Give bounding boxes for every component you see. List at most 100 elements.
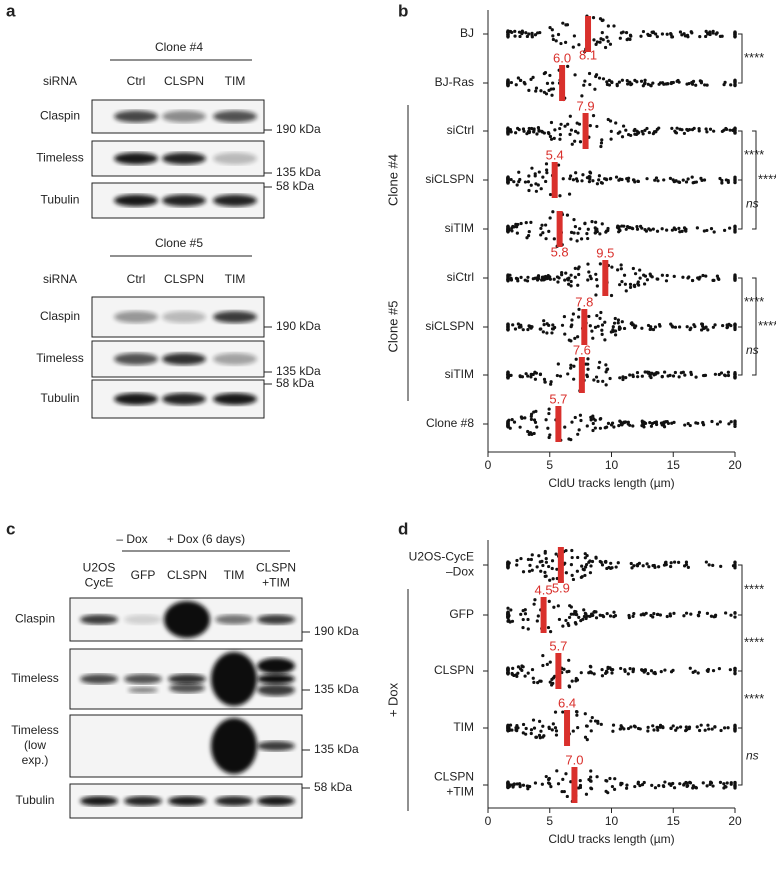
dot — [665, 228, 669, 232]
marker-label: 190 kDa — [314, 624, 359, 638]
dot — [733, 322, 737, 327]
dot — [570, 573, 574, 577]
dot — [623, 669, 627, 673]
dot — [536, 183, 540, 187]
dot — [550, 28, 554, 32]
dot — [519, 275, 523, 279]
dot — [721, 323, 725, 328]
sig-label: **** — [744, 294, 764, 309]
dot — [549, 630, 553, 634]
dot — [556, 163, 561, 167]
dot — [572, 218, 576, 222]
band — [80, 796, 118, 806]
median-bar — [602, 260, 609, 296]
dot — [673, 179, 678, 183]
dot — [726, 370, 730, 374]
dot — [630, 566, 634, 570]
sig-label: **** — [744, 147, 764, 162]
dot — [548, 660, 552, 664]
median-bar — [540, 597, 547, 633]
lane-label: TIM — [225, 74, 246, 88]
dot — [614, 121, 618, 125]
dot — [558, 132, 562, 137]
dot — [677, 325, 682, 329]
dot — [515, 782, 519, 786]
dot — [551, 37, 555, 42]
value-label: 5.7 — [549, 638, 567, 653]
dot — [665, 614, 669, 619]
dot — [587, 180, 592, 184]
dot — [672, 611, 676, 615]
lane-label: CLSPN — [167, 568, 207, 582]
dot — [622, 326, 627, 331]
band — [257, 684, 295, 696]
dot — [658, 725, 662, 729]
dot — [542, 278, 546, 282]
dot — [540, 559, 544, 563]
row-header: siRNA — [43, 74, 77, 88]
dot — [683, 373, 687, 377]
dot — [703, 83, 707, 87]
dot — [722, 782, 726, 786]
dot — [594, 272, 598, 276]
dot — [567, 276, 571, 280]
dot — [573, 266, 577, 270]
dot — [598, 40, 602, 44]
dot — [599, 310, 603, 315]
category-label: Clone #8 — [426, 416, 474, 430]
dot — [612, 610, 616, 614]
dot — [527, 130, 532, 134]
dot — [569, 563, 573, 567]
dot — [567, 282, 571, 286]
dot — [641, 564, 645, 568]
row-label: Timeless — [11, 671, 59, 685]
dot — [610, 80, 614, 84]
dot — [595, 313, 599, 318]
dot — [685, 728, 689, 732]
dot — [725, 781, 729, 785]
x-axis-title: CldU tracks length (µm) — [548, 832, 674, 846]
dot — [702, 178, 707, 182]
dot — [551, 81, 555, 85]
dot — [579, 619, 583, 623]
dot — [591, 336, 595, 340]
dot — [628, 666, 632, 671]
dot — [527, 32, 531, 36]
dot — [589, 786, 593, 790]
median-bar — [582, 113, 589, 149]
dot — [674, 728, 678, 732]
dot — [638, 276, 642, 280]
dot — [644, 611, 648, 615]
dot — [576, 432, 580, 436]
dot — [542, 319, 546, 323]
dot — [632, 611, 636, 616]
dot — [526, 275, 530, 279]
dot — [682, 32, 686, 36]
dot — [563, 332, 567, 336]
sig-bracket — [738, 727, 743, 786]
dot — [631, 667, 636, 671]
dot — [696, 671, 700, 675]
dot — [604, 383, 608, 387]
dot — [535, 425, 539, 429]
band — [211, 718, 257, 774]
dot — [508, 373, 512, 378]
dot — [724, 611, 728, 615]
dot — [651, 615, 655, 619]
sig-bracket — [738, 564, 743, 616]
dot — [690, 31, 694, 35]
dot — [544, 223, 548, 227]
dot — [695, 725, 699, 729]
dot — [706, 667, 711, 672]
dot — [573, 275, 577, 279]
dot — [612, 787, 617, 792]
dot — [525, 236, 529, 240]
dot — [614, 175, 619, 179]
dot — [506, 322, 510, 326]
dot — [718, 780, 723, 784]
category-label: TIM — [453, 720, 474, 734]
dot — [570, 548, 574, 553]
dot — [590, 715, 594, 720]
dot — [701, 273, 705, 278]
dot — [572, 377, 576, 381]
